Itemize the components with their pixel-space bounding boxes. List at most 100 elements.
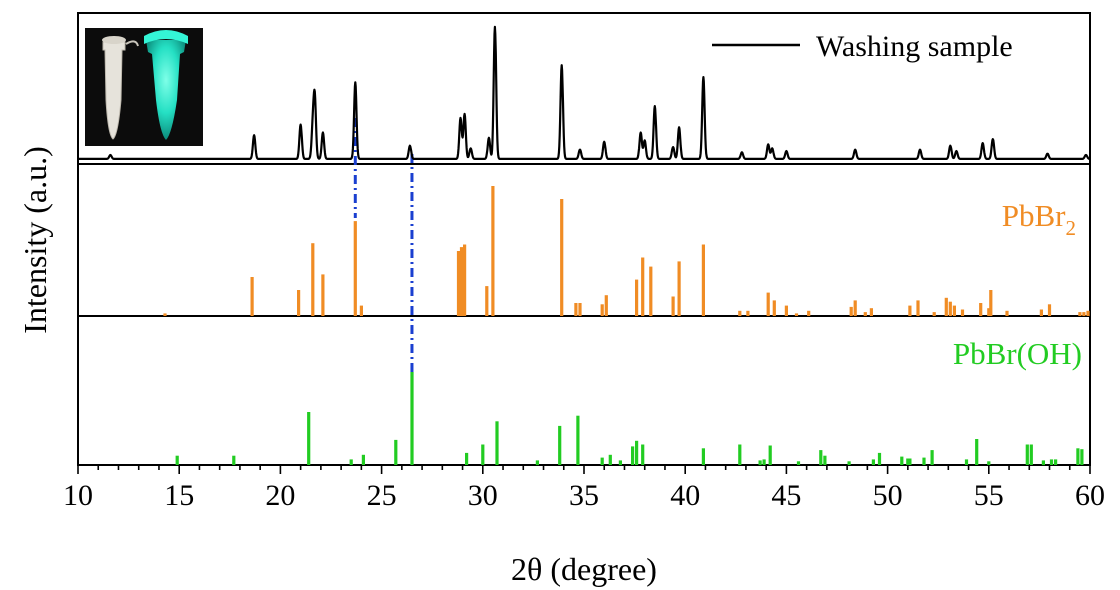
x-tick-label: 25	[367, 479, 397, 512]
peak-bar	[481, 444, 485, 465]
peak-bar	[459, 247, 464, 316]
peak-bar	[975, 439, 979, 465]
peak-bar	[361, 454, 365, 465]
peak-bar	[1078, 312, 1082, 316]
peak-bar	[635, 440, 639, 465]
peak-bar	[1086, 310, 1090, 316]
peak-bar	[618, 460, 622, 466]
peak-bar	[871, 459, 875, 465]
peak-bar	[900, 456, 904, 465]
peak-bar	[631, 446, 635, 465]
peak-bar	[1005, 310, 1009, 316]
peak-bar	[794, 313, 799, 316]
vial-daylight-icon	[102, 36, 139, 140]
peak-bar	[641, 257, 645, 316]
x-tick-label: 35	[569, 479, 599, 512]
peak-bar	[485, 286, 489, 316]
washing-sample-trace	[77, 25, 1091, 160]
peak-bar	[1025, 444, 1029, 465]
pbbr2-label: PbBr2	[1002, 198, 1076, 240]
peak-bar	[604, 295, 608, 316]
peak-bar	[558, 425, 562, 465]
peak-bar	[762, 459, 766, 465]
x-tick-label: 45	[771, 479, 801, 512]
peak-bar	[649, 266, 653, 316]
peak-bar	[608, 454, 612, 465]
peak-bar	[930, 450, 934, 465]
x-tick-label: 30	[468, 479, 498, 512]
x-tick-label: 10	[63, 479, 93, 512]
peak-bar	[463, 244, 467, 316]
x-tick-label: 50	[873, 479, 903, 512]
peak-bar	[1076, 448, 1080, 465]
peak-bar	[758, 460, 762, 466]
peak-bar	[908, 305, 912, 316]
peak-bar	[944, 297, 948, 316]
peak-bar	[1041, 460, 1045, 466]
peak-bar	[853, 300, 857, 316]
x-tick-label: 55	[974, 479, 1004, 512]
peak-bar	[163, 313, 167, 316]
x-axis-label: 2θ (degree)	[511, 551, 657, 587]
peak-bar	[906, 458, 910, 465]
peak-bar	[321, 274, 325, 316]
peak-bar	[766, 292, 770, 316]
peak-bar	[863, 312, 867, 316]
peak-bar	[600, 457, 604, 465]
peak-bar	[738, 444, 742, 465]
peak-bar	[964, 459, 969, 465]
peak-bar	[465, 452, 469, 465]
x-tick-label: 60	[1075, 479, 1105, 512]
plot-frame	[77, 12, 1091, 466]
peak-bar	[349, 459, 353, 465]
peak-bar	[232, 455, 236, 465]
peak-bar	[960, 309, 965, 316]
peak-bar	[1049, 459, 1054, 465]
peak-bar	[922, 457, 926, 465]
peak-bar	[574, 303, 578, 316]
peak-bar	[635, 279, 639, 316]
peak-bar	[410, 372, 414, 465]
peak-bar	[847, 461, 851, 465]
x-ticks: 10 15 20 25 30 35 40 45 50 55 60	[63, 465, 1105, 512]
peak-bar	[987, 308, 991, 316]
peak-bar	[989, 290, 993, 316]
peak-bar	[671, 296, 675, 316]
guide-lines	[353, 118, 414, 372]
peak-bar	[456, 251, 461, 316]
peak-bar	[359, 305, 363, 316]
peak-bar	[807, 310, 811, 316]
peak-bar	[1080, 449, 1084, 465]
peak-bar	[738, 310, 742, 316]
peak-bar	[576, 415, 580, 465]
peak-bar	[1039, 309, 1043, 316]
peak-bar	[784, 305, 788, 316]
peak-bar	[1082, 312, 1086, 316]
peak-bar	[353, 221, 357, 316]
peak-bar	[578, 303, 582, 316]
peak-bar	[932, 312, 936, 316]
peak-bar	[987, 461, 991, 465]
peak-bar	[297, 290, 301, 316]
peak-bar	[768, 445, 772, 465]
peak-bar	[877, 452, 882, 465]
peak-bar	[908, 458, 912, 465]
peak-bar	[677, 261, 681, 316]
peak-bar	[869, 308, 873, 316]
legend-label: Washing sample	[816, 30, 1013, 63]
pbbroh-label: PbBr(OH)	[953, 336, 1082, 371]
peak-bar	[746, 310, 750, 316]
peak-bar	[641, 444, 645, 465]
peak-bar	[979, 303, 983, 316]
peak-bar	[311, 243, 315, 316]
peak-bar	[701, 448, 705, 465]
peak-bar	[952, 305, 956, 316]
peak-bar	[175, 455, 179, 465]
peak-bar	[1047, 304, 1052, 316]
peak-bar	[560, 199, 564, 316]
pbbr2-bars	[163, 186, 1090, 316]
inset-photo	[85, 28, 203, 146]
peak-bar	[823, 455, 827, 465]
pbbroh-bars	[175, 372, 1084, 466]
peak-bar	[1054, 459, 1058, 465]
